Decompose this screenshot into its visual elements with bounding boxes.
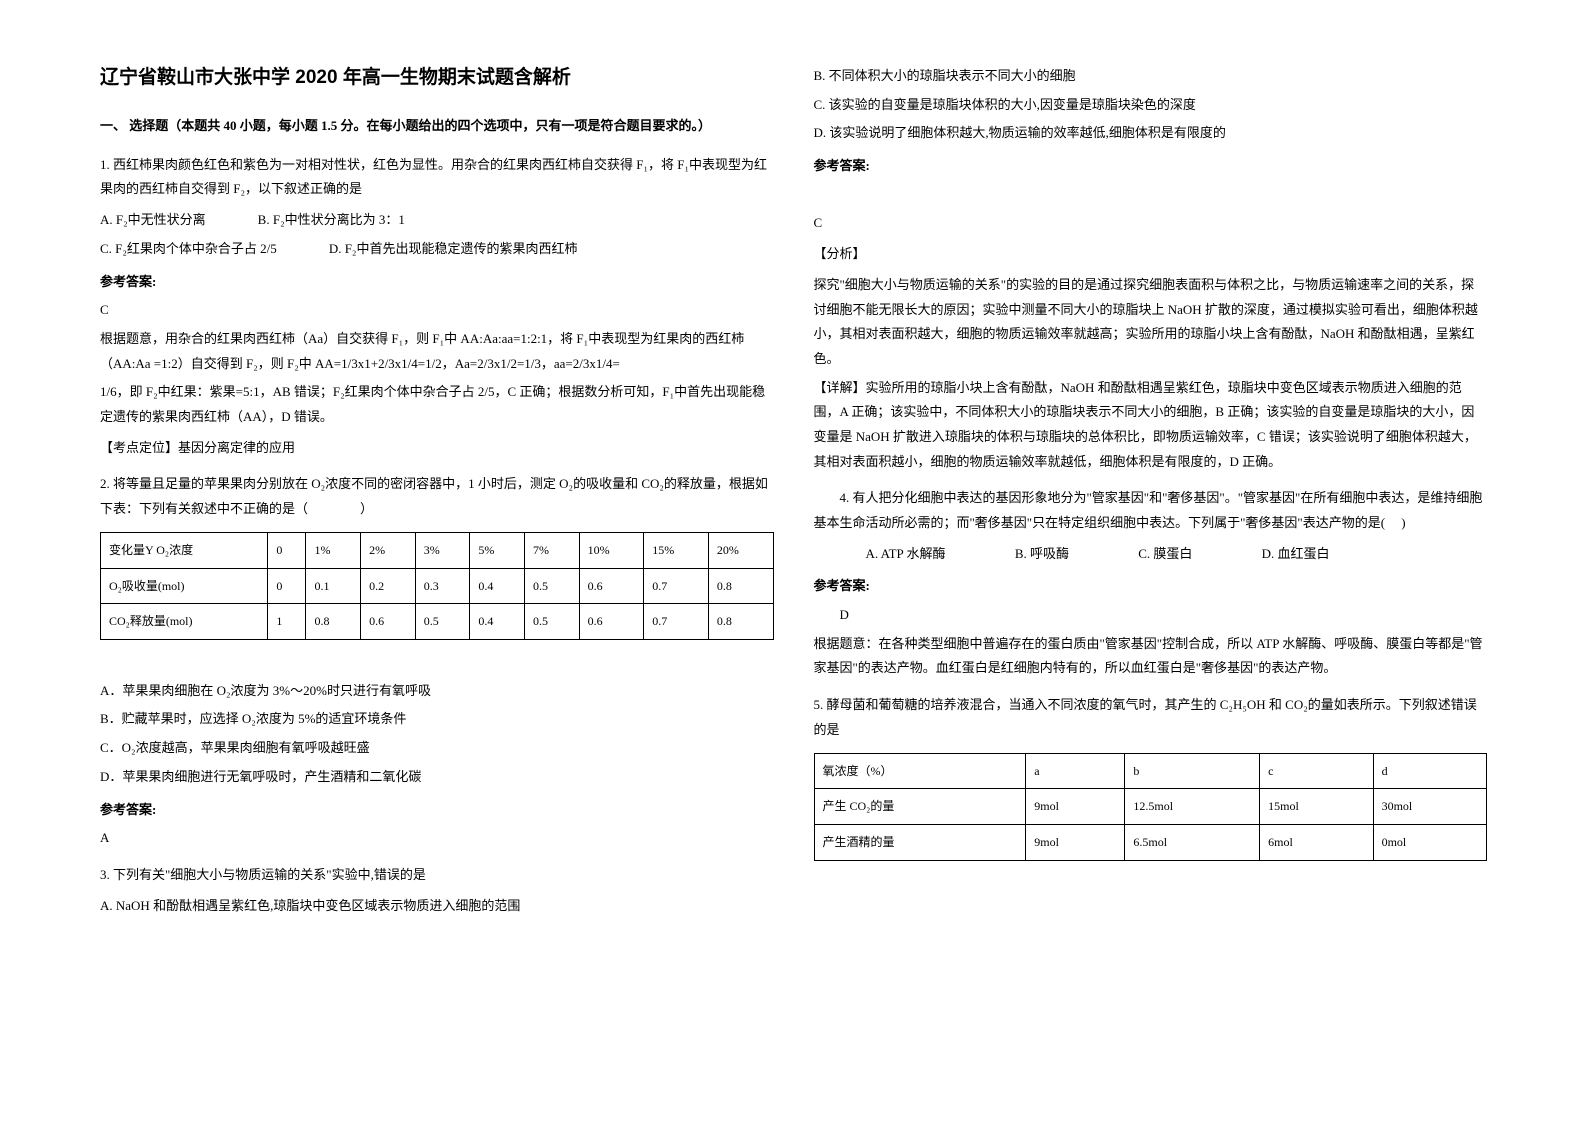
q2-th-4: 3%: [415, 532, 470, 568]
q5-th-1: a: [1026, 753, 1125, 789]
q2-r1-7: 0.6: [579, 568, 644, 604]
q5-r1-1: 9mol: [1026, 789, 1125, 825]
q5-r2-3: 6mol: [1260, 825, 1373, 861]
q2-r1-4: 0.3: [415, 568, 470, 604]
q2-table: 变化量Y O₂浓度 0 1% 2% 3% 5% 7% 10% 15% 20% O…: [100, 532, 774, 640]
q2-r1-3: 0.2: [361, 568, 416, 604]
q2-text: 2. 将等量且足量的苹果果肉分别放在 O₂浓度不同的密闭容器中，1 小时后，测定…: [100, 472, 774, 521]
page-title: 辽宁省鞍山市大张中学 2020 年高一生物期末试题含解析: [100, 60, 774, 96]
q5-th-0: 氧浓度（%）: [814, 753, 1026, 789]
q2-r2-1: 1: [268, 604, 306, 640]
q5-r1-2: 12.5mol: [1125, 789, 1260, 825]
q1-text: 1. 西红柿果肉颜色红色和紫色为一对相对性状，红色为显性。用杂合的红果肉西红柿自…: [100, 153, 774, 202]
q2-th-1: 0: [268, 532, 306, 568]
q3-text: 3. 下列有关"细胞大小与物质运输的关系"实验中,错误的是: [100, 863, 774, 888]
q4-optA: A. ATP 水解酶: [840, 542, 946, 567]
q5-r2-4: 0mol: [1373, 825, 1486, 861]
q2-optC: C．O₂浓度越高，苹果果肉细胞有氧呼吸越旺盛: [100, 736, 774, 761]
q1-answer: C: [100, 298, 774, 323]
q2-th-8: 15%: [644, 532, 709, 568]
q2-th-7: 10%: [579, 532, 644, 568]
q1-options-cd: C. F₂红果肉个体中杂合子占 2/5 D. F₂中首先出现能稳定遗传的紫果肉西…: [100, 237, 774, 262]
q2-answer-label: 参考答案:: [100, 798, 774, 823]
q1-optA: A. F₂中无性状分离: [100, 212, 206, 227]
q2-th-9: 20%: [708, 532, 773, 568]
q2-r2-4: 0.5: [415, 604, 470, 640]
q3-answer-label: 参考答案:: [814, 154, 1488, 179]
q5-table-row1: 产生 CO₂的量 9mol 12.5mol 15mol 30mol: [814, 789, 1487, 825]
q2-optA: A．苹果果肉细胞在 O₂浓度为 3%～20%时只进行有氧呼吸: [100, 679, 774, 704]
q3-detail-wrap: 【详解】实验所用的琼脂小块上含有酚酞，NaOH 和酚酞相遇呈紫红色，琼脂块中变色…: [814, 376, 1488, 475]
q2-optD: D．苹果果肉细胞进行无氧呼吸时，产生酒精和二氧化碳: [100, 765, 774, 790]
q5-text: 5. 酵母菌和葡萄糖的培养液混合，当通入不同浓度的氧气时，其产生的 C₂H₅OH…: [814, 693, 1488, 742]
section-header: 一、 选择题（本题共 40 小题，每小题 1.5 分。在每小题给出的四个选项中，…: [100, 114, 774, 139]
q2-r2-0: CO₂释放量(mol): [101, 604, 268, 640]
q5-r2-2: 6.5mol: [1125, 825, 1260, 861]
q2-r2-5: 0.4: [470, 604, 525, 640]
q3-detail-label: 【详解】: [814, 380, 866, 395]
q2-r1-6: 0.5: [525, 568, 580, 604]
q5-r1-3: 15mol: [1260, 789, 1373, 825]
q1-explain: 根据题意，用杂合的红果肉西红柿（Aa）自交获得 F₁，则 F₁中 AA:Aa:a…: [100, 327, 774, 376]
q5-th-2: b: [1125, 753, 1260, 789]
q3-optD: D. 该实验说明了细胞体积越大,物质运输的效率越低,细胞体积是有限度的: [814, 121, 1488, 146]
q2-optB: B．贮藏苹果时，应选择 O₂浓度为 5%的适宜环境条件: [100, 707, 774, 732]
q3-optA: A. NaOH 和酚酞相遇呈紫红色,琼脂块中变色区域表示物质进入细胞的范围: [100, 894, 774, 919]
q3-detail: 实验所用的琼脂小块上含有酚酞，NaOH 和酚酞相遇呈紫红色，琼脂块中变色区域表示…: [814, 380, 1477, 469]
q2-th-3: 2%: [361, 532, 416, 568]
q2-th-0: 变化量Y O₂浓度: [101, 532, 268, 568]
q2-r1-1: 0: [268, 568, 306, 604]
q5-th-3: c: [1260, 753, 1373, 789]
q2-r1-0: O₂吸收量(mol): [101, 568, 268, 604]
q2-r2-6: 0.5: [525, 604, 580, 640]
q4-optB: B. 呼吸酶: [989, 542, 1069, 567]
q1-answer-label: 参考答案:: [100, 270, 774, 295]
q2-r2-9: 0.8: [708, 604, 773, 640]
q4-text: 4. 有人把分化细胞中表达的基因形象地分为"管家基因"和"奢侈基因"。"管家基因…: [814, 486, 1488, 535]
q4-answer: D: [814, 603, 1488, 628]
q3-optC: C. 该实验的自变量是琼脂块体积的大小,因变量是琼脂块染色的深度: [814, 93, 1488, 118]
q2-th-2: 1%: [306, 532, 361, 568]
q5-r2-0: 产生酒精的量: [814, 825, 1026, 861]
q4-answer-label: 参考答案:: [814, 574, 1488, 599]
q5-th-4: d: [1373, 753, 1486, 789]
q4-explain: 根据题意：在各种类型细胞中普遍存在的蛋白质由"管家基因"控制合成，所以 ATP …: [814, 632, 1488, 681]
q2-r1-8: 0.7: [644, 568, 709, 604]
q1-optC: C. F₂红果肉个体中杂合子占 2/5: [100, 241, 277, 256]
q2-answer: A: [100, 826, 774, 851]
q3-analysis: 探究"细胞大小与物质运输的关系"的实验的目的是通过探究细胞表面积与体积之比，与物…: [814, 273, 1488, 372]
q1-explain2: 1/6，即 F₂中红果：紫果=5:1，AB 错误；F₂红果肉个体中杂合子占 2/…: [100, 380, 774, 429]
q5-table-row2: 产生酒精的量 9mol 6.5mol 6mol 0mol: [814, 825, 1487, 861]
q2-th-5: 5%: [470, 532, 525, 568]
q5-r1-4: 30mol: [1373, 789, 1486, 825]
q5-r2-1: 9mol: [1026, 825, 1125, 861]
q5-table: 氧浓度（%） a b c d 产生 CO₂的量 9mol 12.5mol 15m…: [814, 753, 1488, 861]
q2-r2-2: 0.8: [306, 604, 361, 640]
q2-table-row2: CO₂释放量(mol) 1 0.8 0.6 0.5 0.4 0.5 0.6 0.…: [101, 604, 774, 640]
q3-optB: B. 不同体积大小的琼脂块表示不同大小的细胞: [814, 64, 1488, 89]
q2-r1-5: 0.4: [470, 568, 525, 604]
q2-r2-8: 0.7: [644, 604, 709, 640]
q5-table-header: 氧浓度（%） a b c d: [814, 753, 1487, 789]
q2-r2-3: 0.6: [361, 604, 416, 640]
q2-th-6: 7%: [525, 532, 580, 568]
q1-options-ab: A. F₂中无性状分离 B. F₂中性状分离比为 3：1: [100, 208, 774, 233]
q4-optC: C. 膜蛋白: [1112, 542, 1192, 567]
q3-analysis-label: 【分析】: [814, 242, 1488, 267]
q2-r1-9: 0.8: [708, 568, 773, 604]
q1-optD: D. F₂中首先出现能稳定遗传的紫果肉西红柿: [329, 241, 578, 256]
q2-r1-2: 0.1: [306, 568, 361, 604]
q1-optB: B. F₂中性状分离比为 3：1: [258, 212, 405, 227]
right-column: B. 不同体积大小的琼脂块表示不同大小的细胞 C. 该实验的自变量是琼脂块体积的…: [814, 60, 1488, 922]
q3-answer: C: [814, 211, 1488, 236]
q4-optD: D. 血红蛋白: [1236, 542, 1330, 567]
left-column: 辽宁省鞍山市大张中学 2020 年高一生物期末试题含解析 一、 选择题（本题共 …: [100, 60, 774, 922]
q2-r2-7: 0.6: [579, 604, 644, 640]
q5-r1-0: 产生 CO₂的量: [814, 789, 1026, 825]
q4-options: A. ATP 水解酶 B. 呼吸酶 C. 膜蛋白 D. 血红蛋白: [814, 542, 1488, 567]
q1-note: 【考点定位】基因分离定律的应用: [100, 436, 774, 461]
q2-table-row1: O₂吸收量(mol) 0 0.1 0.2 0.3 0.4 0.5 0.6 0.7…: [101, 568, 774, 604]
q2-table-header: 变化量Y O₂浓度 0 1% 2% 3% 5% 7% 10% 15% 20%: [101, 532, 774, 568]
